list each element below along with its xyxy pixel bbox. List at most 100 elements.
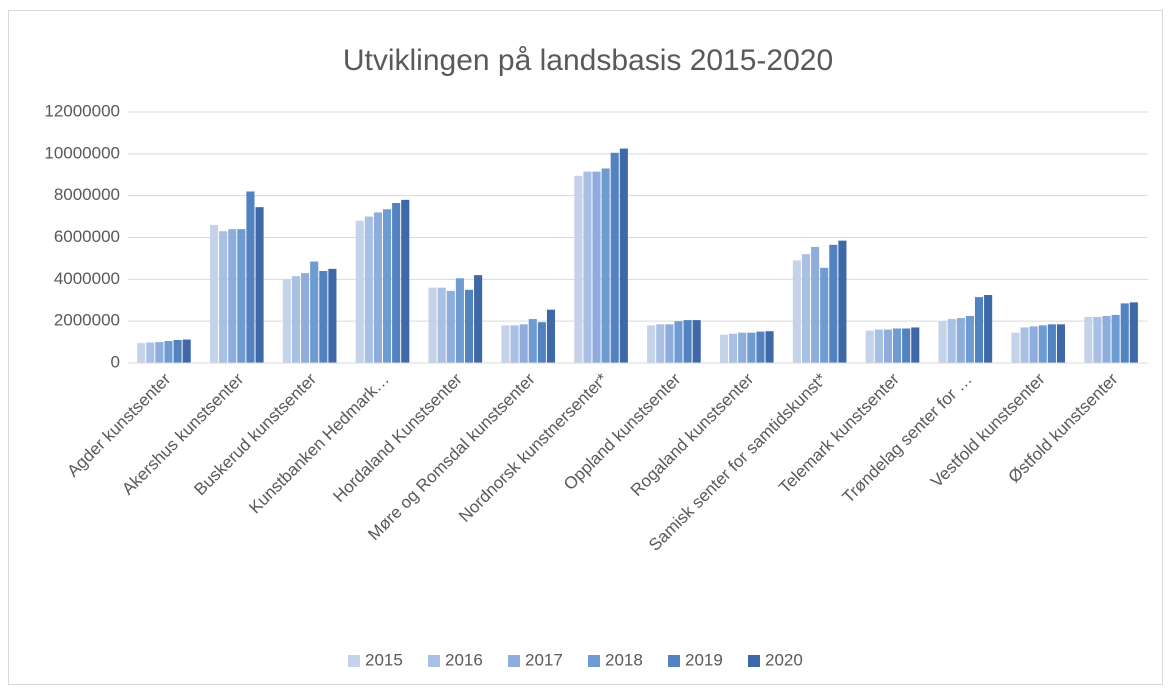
bar: [546, 309, 556, 363]
bar: [328, 268, 337, 363]
legend-swatch: [588, 655, 600, 667]
bar: [874, 329, 883, 363]
bar: [1129, 302, 1138, 363]
bar: [1029, 326, 1038, 363]
legend-label: 2020: [765, 650, 803, 669]
bar: [792, 260, 801, 363]
bar: [692, 320, 701, 363]
bar: [1084, 316, 1093, 363]
bar: [474, 275, 483, 363]
bar: [765, 331, 774, 363]
bar: [291, 276, 301, 363]
bar: [1056, 324, 1066, 363]
bar: [282, 279, 291, 363]
bar: [829, 244, 838, 363]
bar: [519, 324, 528, 363]
bar: [893, 328, 902, 363]
legend-swatch: [348, 655, 360, 667]
bar: [674, 321, 683, 363]
bar: [228, 229, 237, 363]
bar: [237, 229, 246, 363]
y-tick-label: 4000000: [54, 269, 120, 288]
legend-label: 2016: [445, 650, 483, 669]
bar: [537, 322, 546, 363]
y-tick-label: 6000000: [54, 227, 120, 246]
bar: [1120, 303, 1129, 363]
y-tick-label: 12000000: [44, 101, 120, 120]
legend-label: 2015: [365, 650, 403, 669]
bar: [355, 220, 364, 363]
legend-swatch: [748, 655, 760, 667]
bar: [446, 290, 455, 363]
bar: [310, 261, 319, 363]
bar: [301, 273, 310, 363]
bar: [319, 270, 328, 363]
bar: [683, 320, 692, 363]
bar: [510, 325, 519, 363]
bar: [801, 254, 811, 363]
bar: [1102, 315, 1111, 363]
bar: [1020, 327, 1029, 363]
bar: [501, 325, 510, 363]
bar: [729, 333, 738, 363]
bar: [984, 295, 993, 363]
bar: [219, 231, 228, 363]
bar: [947, 319, 956, 363]
bar: [401, 199, 410, 363]
bar: [182, 339, 191, 363]
bar: [974, 297, 984, 363]
bar: [155, 342, 164, 363]
bar: [246, 191, 255, 363]
bar: [601, 168, 610, 363]
bar: [902, 328, 911, 363]
bar: [1047, 324, 1056, 363]
bar: [255, 207, 264, 363]
bar: [883, 329, 892, 363]
legend-swatch: [428, 655, 440, 667]
bar: [137, 343, 146, 363]
bar: [528, 319, 537, 363]
bar: [437, 287, 446, 363]
legend-swatch: [508, 655, 520, 667]
bar: [455, 278, 464, 363]
bar: [464, 289, 474, 363]
bar: [756, 331, 765, 363]
bar: [811, 246, 820, 363]
bar: [647, 325, 656, 363]
bar: [392, 202, 401, 363]
legend-label: 2017: [525, 650, 563, 669]
bar: [938, 321, 947, 363]
bar: [1011, 332, 1020, 363]
bar: [719, 334, 729, 363]
bar: [592, 171, 601, 363]
y-tick-label: 2000000: [54, 311, 120, 330]
bar: [911, 327, 920, 363]
bar: [1093, 316, 1102, 363]
bar: [1038, 325, 1047, 363]
y-tick-label: 10000000: [44, 143, 120, 162]
chart-title: Utviklingen på landsbasis 2015-2020: [343, 44, 833, 77]
bar: [747, 332, 756, 363]
bar: [1111, 314, 1120, 363]
bar: [574, 175, 583, 363]
bar: [173, 339, 182, 363]
bar: [364, 216, 373, 363]
legend-label: 2019: [685, 650, 723, 669]
bar: [209, 224, 219, 363]
legend-swatch: [668, 655, 680, 667]
bar: [865, 330, 874, 363]
y-tick-label: 8000000: [54, 185, 120, 204]
bar: [956, 318, 965, 363]
y-tick-label: 0: [111, 352, 120, 371]
bar: [383, 209, 392, 363]
legend-label: 2018: [605, 650, 643, 669]
bar: [965, 315, 974, 363]
bar: [146, 342, 155, 363]
bar: [656, 324, 665, 363]
bar: [820, 267, 829, 363]
bar: [428, 287, 437, 363]
bar: [583, 171, 592, 363]
bar: [610, 152, 619, 363]
bar: [164, 341, 173, 363]
